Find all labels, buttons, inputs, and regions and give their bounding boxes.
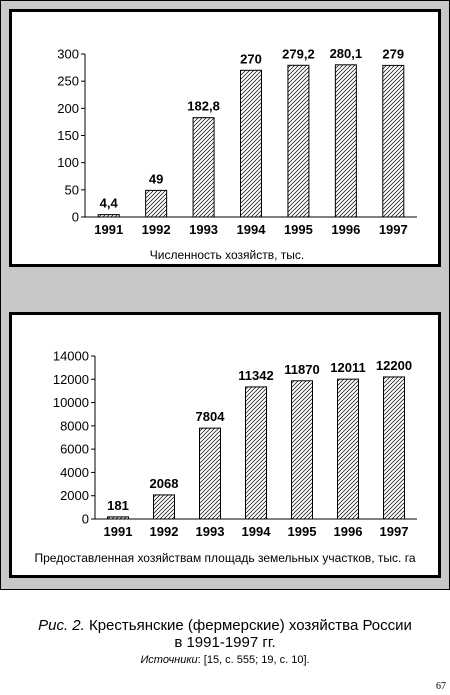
x-tick-label-1997: 1997 — [380, 524, 409, 539]
y-tick-label: 8000 — [60, 418, 89, 433]
data-label-1995: 11870 — [284, 362, 319, 377]
y-tick-label: 150 — [57, 128, 79, 143]
bar-1992 — [153, 494, 175, 520]
data-label-1996: 12011 — [330, 360, 365, 375]
x-tick-label-1996: 1996 — [334, 524, 363, 539]
figure-caption: Рис. 2. Крестьянские (фермерские) хозяйс… — [0, 617, 450, 651]
y-tick-label: 200 — [57, 101, 79, 116]
data-label-1993: 182,8 — [187, 99, 220, 114]
x-tick-label-1997: 1997 — [379, 222, 408, 237]
data-label-1995: 279,2 — [282, 46, 315, 61]
x-tick-label-1991: 1991 — [104, 524, 133, 539]
x-tick-label-1993: 1993 — [189, 222, 218, 237]
chart-panel-land-area: 0 2000 4000 6000 8000 10000 12000 14000 181 1991 2… — [9, 312, 441, 578]
data-label-1994: 270 — [240, 51, 262, 66]
bar-1995 — [287, 64, 310, 218]
bar-1991 — [107, 516, 129, 520]
bar-1997 — [383, 376, 405, 520]
figure-sources: Источники: [15, с. 555; 19, с. 10]. — [0, 654, 450, 666]
x-axis-title: Предоставленная хозяйствам площадь земел… — [34, 551, 415, 565]
y-tick-label: 4000 — [60, 465, 89, 480]
y-tick-label: 10000 — [53, 395, 89, 410]
y-tick-label: 14000 — [53, 349, 89, 364]
page-number: 67 — [436, 681, 446, 692]
data-label-1996: 280,1 — [330, 46, 363, 61]
x-tick-label-1996: 1996 — [331, 222, 360, 237]
bar-1995 — [291, 380, 313, 520]
x-tick-label-1995: 1995 — [288, 524, 317, 539]
chart-land-area: 0 2000 4000 6000 8000 10000 12000 14000 181 1991 2… — [34, 349, 417, 565]
y-tick-label: 12000 — [53, 372, 89, 387]
bar-1991 — [97, 214, 120, 218]
x-tick-label-1994: 1994 — [237, 222, 267, 237]
x-tick-label-1994: 1994 — [242, 524, 272, 539]
bar-1994 — [240, 69, 262, 218]
bar-1996 — [334, 64, 357, 218]
figure-title-line2: в 1991-1997 гг. — [174, 634, 276, 651]
data-label-1997: 12200 — [376, 358, 412, 373]
x-axis-title: Численность хозяйств, тыс. — [150, 248, 305, 262]
y-tick-label: 50 — [65, 182, 79, 197]
x-tick-label-1991: 1991 — [94, 222, 123, 237]
y-tick-label: 100 — [57, 155, 79, 170]
y-tick-label: 2000 — [60, 488, 89, 503]
data-label-1992: 49 — [149, 171, 163, 186]
y-tick-label: 300 — [57, 47, 79, 62]
data-label-1997: 279 — [382, 46, 404, 61]
y-tick-label: 6000 — [60, 442, 89, 457]
data-label-1991: 4,4 — [100, 196, 119, 211]
x-tick-label-1995: 1995 — [284, 222, 313, 237]
bar-1993 — [199, 427, 221, 520]
x-tick-label-1993: 1993 — [196, 524, 225, 539]
figure-title-line1: Крестьянские (фермерские) хозяйства Росс… — [84, 617, 412, 634]
chart-panel-farm-count: 0 50 100 150 200 250 300 4,4 1991 49 1992 182,8 1993… — [9, 9, 441, 267]
data-label-1994: 11342 — [238, 368, 273, 383]
y-tick-label: 250 — [57, 74, 79, 89]
y-tick-label: 0 — [72, 210, 79, 225]
data-label-1991: 181 — [107, 498, 129, 513]
x-tick-label-1992: 1992 — [142, 222, 171, 237]
data-label-1992: 2068 — [150, 476, 179, 491]
figure-label: Рис. 2. — [38, 617, 85, 634]
bar-1992 — [145, 189, 168, 218]
bar-1994 — [245, 386, 267, 520]
bar-1996 — [337, 378, 359, 520]
chart-farm-count: 0 50 100 150 200 250 300 4,4 1991 49 1992 182,8 1993… — [57, 46, 417, 262]
y-tick-label: 0 — [82, 512, 89, 527]
sources-label: Источники — [140, 654, 198, 666]
x-tick-label-1992: 1992 — [150, 524, 179, 539]
bar-1993 — [192, 117, 215, 218]
bar-1997 — [382, 64, 405, 218]
data-label-1993: 7804 — [196, 409, 226, 424]
sources-text: : [15, с. 555; 19, с. 10]. — [197, 654, 310, 666]
